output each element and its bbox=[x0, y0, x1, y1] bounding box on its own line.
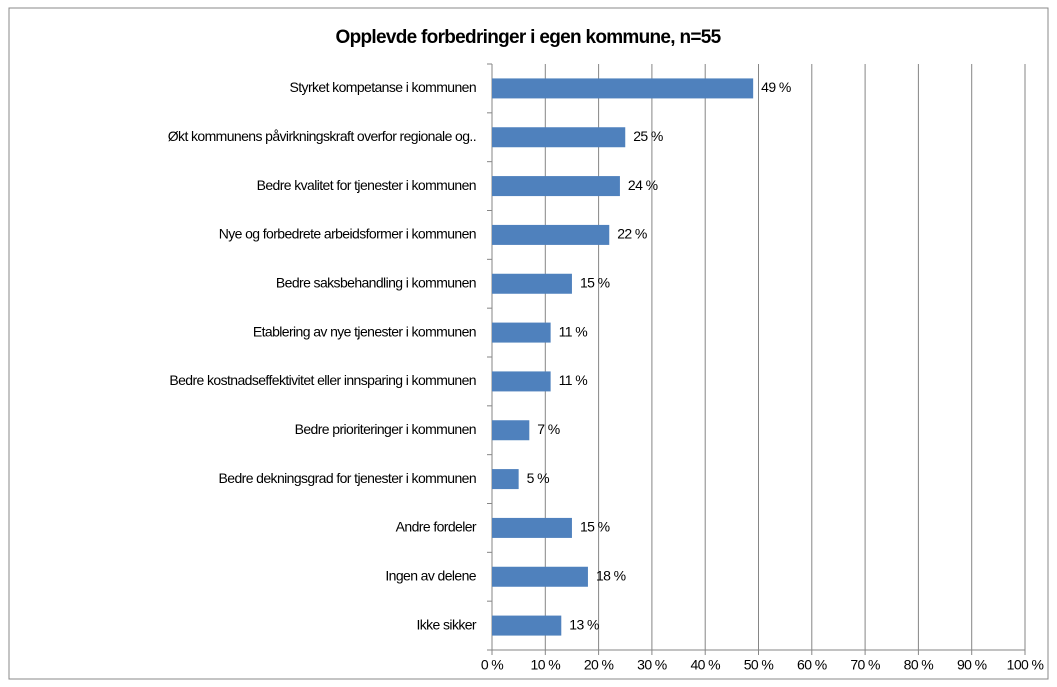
x-tick-label: 0 % bbox=[481, 657, 503, 673]
value-label: 15 % bbox=[580, 519, 610, 535]
bar bbox=[492, 566, 588, 587]
value-label: 15 % bbox=[580, 274, 610, 290]
y-tick-label: Ingen av delene bbox=[385, 567, 476, 583]
x-tick-label: 80 % bbox=[904, 657, 934, 673]
x-tick-label: 40 % bbox=[690, 657, 720, 673]
x-tick-label: 100 % bbox=[1007, 657, 1044, 673]
bar bbox=[492, 273, 572, 294]
y-tick-label: Andre fordeler bbox=[396, 519, 477, 535]
bar bbox=[492, 78, 754, 99]
y-tick-label: Bedre kvalitet for tjenester i kommunen bbox=[257, 177, 476, 193]
x-tick-label: 90 % bbox=[957, 657, 987, 673]
y-tick-label: Ikke sikker bbox=[416, 616, 476, 632]
value-label: 22 % bbox=[617, 226, 647, 242]
bar bbox=[492, 469, 519, 490]
value-label: 25 % bbox=[633, 128, 663, 144]
value-label: 13 % bbox=[569, 616, 599, 632]
x-tick-label: 30 % bbox=[637, 657, 667, 673]
x-tick-label: 60 % bbox=[797, 657, 827, 673]
x-tick-label: 20 % bbox=[584, 657, 614, 673]
value-label: 24 % bbox=[628, 177, 658, 193]
x-tick-label: 10 % bbox=[531, 657, 561, 673]
bar bbox=[492, 420, 530, 441]
y-tick-label: Bedre dekningsgrad for tjenester i kommu… bbox=[219, 470, 476, 486]
bar bbox=[492, 517, 572, 538]
chart-title: Opplevde forbedringer i egen kommune, n=… bbox=[335, 27, 721, 48]
y-tick-label: Styrket kompetanse i kommunen bbox=[290, 79, 476, 95]
value-label: 49 % bbox=[761, 79, 791, 95]
y-tick-label: Nye og forbedrete arbeidsformer i kommun… bbox=[219, 226, 476, 242]
bar bbox=[492, 176, 620, 197]
value-label: 11 % bbox=[559, 372, 588, 388]
value-label: 7 % bbox=[537, 421, 559, 437]
x-tick-label: 50 % bbox=[744, 657, 774, 673]
y-tick-label: Økt kommunens påvirkningskraft overfor r… bbox=[168, 128, 476, 144]
x-tick-label: 70 % bbox=[850, 657, 880, 673]
y-tick-label: Etablering av nye tjenester i kommunen bbox=[253, 323, 476, 339]
bar bbox=[492, 127, 626, 148]
value-label: 18 % bbox=[596, 567, 626, 583]
value-label: 11 % bbox=[559, 323, 588, 339]
bar bbox=[492, 322, 551, 343]
y-tick-label: Bedre prioriteringer i kommunen bbox=[295, 421, 476, 437]
value-label: 5 % bbox=[527, 470, 549, 486]
bar bbox=[492, 615, 562, 636]
bar bbox=[492, 224, 610, 245]
bar bbox=[492, 371, 551, 392]
y-tick-label: Bedre saksbehandling i kommunen bbox=[276, 274, 476, 290]
y-tick-label: Bedre kostnadseffektivitet eller innspar… bbox=[169, 372, 476, 388]
